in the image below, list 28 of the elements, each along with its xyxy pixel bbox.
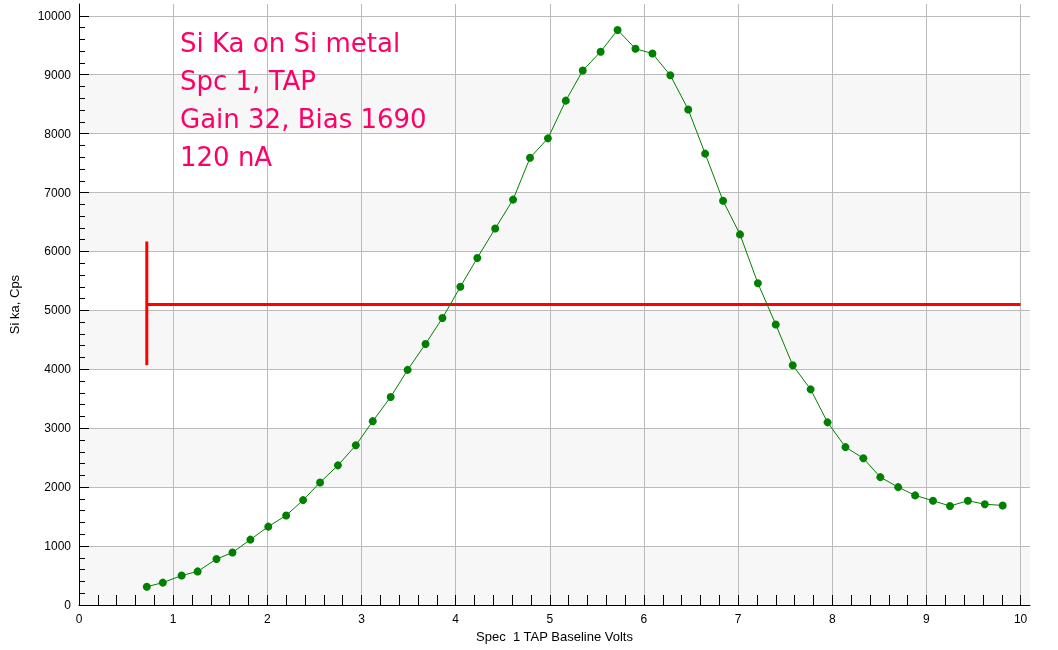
y-tick-label: 5000 [44,303,72,318]
x-tick-label: 5 [546,612,554,626]
y-tick-label: 7000 [44,185,72,200]
x-tick-label: 10 [1013,612,1028,626]
x-tick-label: 1 [169,612,177,626]
annotation: 120 nA [180,142,273,172]
annotation: Gain 32, Bias 1690 [180,104,427,134]
x-tick-label: 6 [640,612,648,626]
y-axis-title: Si ka, Cps [7,274,22,335]
x-tick-label: 7 [734,612,742,626]
y-tick-label: 10000 [37,8,72,23]
x-tick-label: 9 [923,612,931,626]
x-tick-label: 3 [358,612,366,626]
annotation: Si Ka on Si metal [180,28,401,58]
x-tick-label: 0 [75,612,83,626]
annotation: Spc 1, TAP [180,66,316,96]
y-tick-label: 1000 [44,539,72,554]
y-tick-label: 4000 [44,362,72,377]
x-tick-label: 8 [828,612,836,626]
y-tick-label: 0 [64,598,72,612]
x-tick-label: 4 [452,612,460,626]
y-tick-label: 3000 [44,421,72,436]
y-tick-label: 6000 [44,244,72,259]
y-tick-label: 8000 [44,126,72,141]
x-tick-label: 2 [263,612,271,626]
y-tick-label: 2000 [44,480,72,495]
y-tick-label: 9000 [44,67,72,82]
x-axis-title: Spec 1 TAP Baseline Volts [476,629,634,644]
